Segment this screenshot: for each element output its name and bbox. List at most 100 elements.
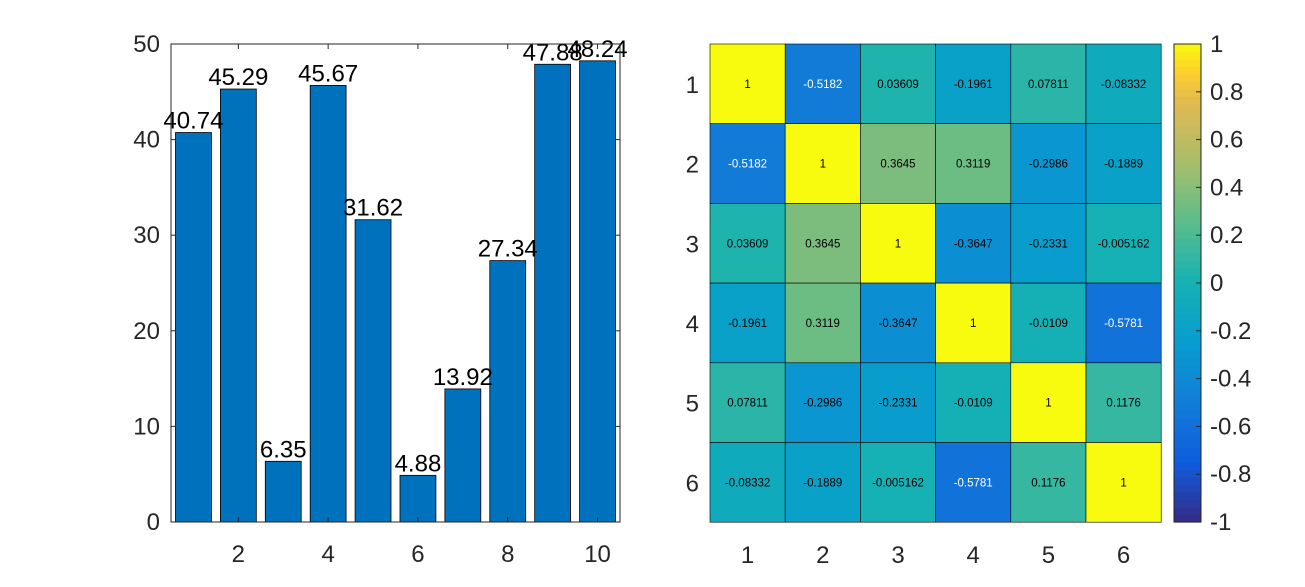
- x-tick-label: 6: [411, 541, 424, 568]
- colorbar-segment: [1174, 342, 1201, 351]
- colorbar-segment: [1174, 163, 1201, 172]
- y-tick-label: 0: [147, 509, 160, 536]
- colorbar-segment: [1174, 387, 1201, 396]
- colorbar-segment: [1174, 320, 1201, 329]
- colorbar-segment: [1174, 170, 1201, 180]
- heatmap-cell-label: -0.0109: [954, 398, 993, 410]
- colorbar-segment: [1174, 238, 1201, 247]
- heatmap-cell: [1085, 442, 1162, 523]
- colorbar-segment: [1174, 297, 1201, 307]
- colorbar-segment: [1174, 185, 1201, 194]
- heatmap-cell-label: -0.08332: [1101, 79, 1146, 91]
- heatmap-cell: [784, 442, 861, 523]
- heatmap-cell-label: 0.3119: [806, 318, 840, 330]
- heatmap-cell: [1085, 43, 1162, 124]
- colorbar-segment: [1174, 200, 1201, 209]
- bar-axes-box: [170, 43, 621, 523]
- heatmap-col-label: 5: [1042, 542, 1055, 569]
- bar-value-label: 31.62: [343, 195, 403, 222]
- colorbar-segment: [1174, 178, 1201, 187]
- colorbar-segment: [1174, 290, 1201, 299]
- colorbar-segment: [1174, 156, 1201, 165]
- colorbar-segment: [1174, 454, 1201, 463]
- bar: [444, 388, 482, 523]
- colorbar-segment: [1174, 118, 1201, 127]
- bar: [489, 260, 527, 523]
- colorbar-segment: [1174, 245, 1201, 254]
- colorbar-segment: [1174, 58, 1201, 68]
- bar-value-label: 45.29: [208, 64, 268, 91]
- heatmap-cell-label: -0.5182: [803, 79, 842, 91]
- colorbar-segment: [1174, 230, 1201, 239]
- colorbar-segment: [1174, 417, 1201, 426]
- heatmap-col-label: 1: [741, 542, 754, 569]
- colorbar-segment: [1174, 260, 1201, 269]
- colorbar-segment: [1174, 439, 1201, 448]
- heatmap-cell: [709, 362, 786, 443]
- colorbar-tick-label: 0.4: [1210, 174, 1243, 201]
- heatmap-cell: [784, 123, 861, 204]
- colorbar-segment: [1174, 432, 1201, 441]
- y-tick-label: 20: [133, 318, 160, 345]
- heatmap-row-label: 5: [686, 391, 699, 418]
- bar-value-label: 4.88: [395, 450, 442, 477]
- bar: [219, 88, 257, 523]
- colorbar-segment: [1174, 395, 1201, 404]
- heatmap-cell: [935, 442, 1012, 523]
- colorbar-segment: [1174, 402, 1201, 411]
- heatmap-cell: [935, 203, 1012, 284]
- colorbar-tick-label: 0: [1210, 270, 1223, 297]
- heatmap-cell-label: -0.005162: [1098, 238, 1150, 250]
- heatmap-col-label: 4: [967, 542, 980, 569]
- heatmap-cell-label: -0.5182: [728, 159, 767, 171]
- y-tick-label: 10: [133, 413, 160, 440]
- colorbar-segment: [1174, 350, 1201, 359]
- y-tick-label: 40: [133, 127, 160, 154]
- colorbar-tick-label: -0.4: [1210, 366, 1251, 393]
- colorbar-tick-label: 0.2: [1210, 222, 1243, 249]
- x-tick-label: 10: [584, 541, 611, 568]
- heatmap-cell-label: 0.3119: [956, 159, 990, 171]
- colorbar-tick-label: 0.6: [1210, 127, 1243, 154]
- colorbar-segment: [1174, 312, 1201, 321]
- heatmap-cell-label: 1: [895, 238, 901, 250]
- heatmap-cell-label: 0.1176: [1031, 477, 1065, 489]
- heatmap-cell-label: 0.03609: [727, 238, 769, 250]
- colorbar-segment: [1174, 81, 1201, 90]
- heatmap-cell-label: 0.3645: [805, 238, 840, 250]
- bar: [175, 132, 212, 523]
- heatmap-cell: [709, 123, 786, 204]
- colorbar-segment: [1174, 96, 1201, 105]
- colorbar-segment: [1174, 335, 1201, 344]
- heatmap-cell-label: -0.2331: [1029, 238, 1068, 250]
- heatmap-cell: [709, 442, 786, 523]
- heatmap-cell-label: -0.5781: [1104, 318, 1143, 330]
- bar: [309, 84, 347, 523]
- colorbar-segment: [1174, 380, 1201, 389]
- heatmap-cell: [709, 43, 786, 124]
- heatmap-cell: [935, 362, 1012, 443]
- heatmap-cell: [1010, 282, 1087, 364]
- bar: [399, 474, 437, 523]
- colorbar-segment: [1174, 409, 1201, 419]
- colorbar-segment: [1174, 372, 1201, 381]
- bar: [354, 219, 392, 523]
- colorbar-segment: [1174, 357, 1201, 366]
- colorbar-tick-label: -0.8: [1210, 461, 1251, 488]
- heatmap-chart: 1 -0.5182 0.03609 -0.1961 0.07811 -0.08332 -0.…: [686, 43, 1162, 569]
- colorbar-segment: [1174, 514, 1201, 523]
- heatmap-cell: [1085, 362, 1162, 443]
- heatmap-row-label: 3: [686, 231, 699, 258]
- heatmap-col-label: 3: [891, 542, 904, 569]
- colorbar-segment: [1174, 462, 1201, 471]
- colorbar-segment: [1174, 492, 1201, 501]
- colorbar-tick-label: -1: [1210, 509, 1231, 536]
- heatmap-cell-label: -0.005162: [872, 477, 924, 489]
- colorbar-segment: [1174, 365, 1201, 374]
- colorbar-segment: [1174, 447, 1201, 456]
- heatmap-cell-label: 1: [970, 318, 976, 330]
- colorbar-segment: [1174, 111, 1201, 120]
- heatmap-cell-label: -0.08332: [725, 477, 770, 489]
- bar-value-label: 27.34: [478, 236, 538, 263]
- colorbar-segment: [1174, 499, 1201, 508]
